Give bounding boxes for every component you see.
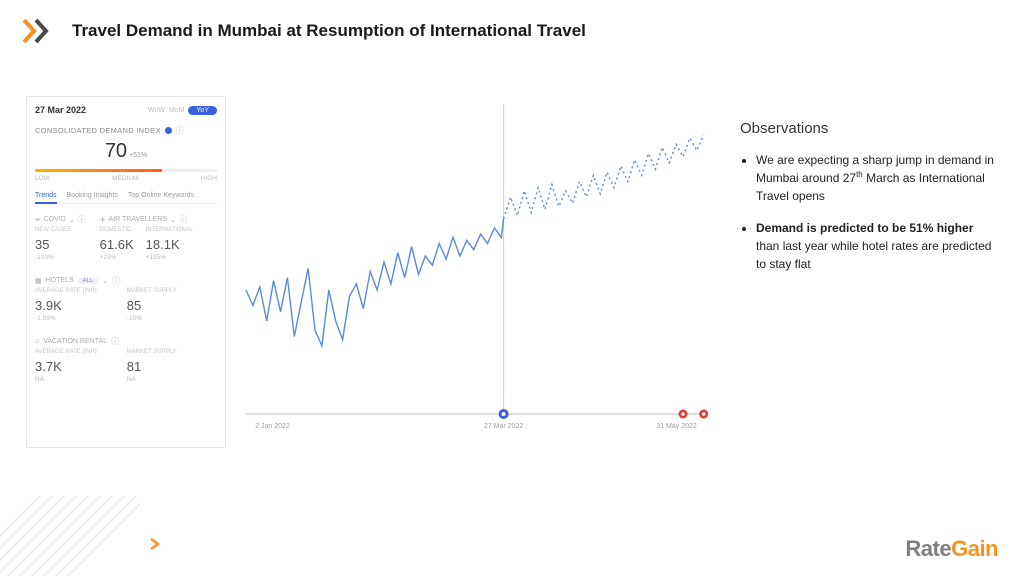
info-icon[interactable]: ⓘ xyxy=(112,275,120,286)
observation-item: Demand is predicted to be 51% higher tha… xyxy=(756,219,1000,273)
tab-keywords[interactable]: Top Online Keywords xyxy=(128,192,194,199)
chevrons-icon xyxy=(22,18,56,44)
plane-icon: ✈ xyxy=(100,216,106,224)
info-icon[interactable]: ⓘ xyxy=(78,214,86,225)
slide-title: Travel Demand in Mumbai at Resumption of… xyxy=(72,21,586,41)
selected-date: 27 Mar 2022 xyxy=(35,105,86,115)
dot-icon xyxy=(165,127,172,134)
chevron-down-icon[interactable]: ⌄ xyxy=(170,216,176,224)
logo-part1: Rate xyxy=(905,536,951,561)
demand-line-chart: 2 Jan 2022 27 Mar 2022 31 May 2022 xyxy=(240,96,712,448)
timeframe-selected[interactable]: YoY xyxy=(188,106,217,115)
observations-list: We are expecting a sharp jump in demand … xyxy=(740,151,1000,273)
virus-icon: ⌯ xyxy=(35,216,41,224)
svg-text:31 May 2022: 31 May 2022 xyxy=(656,423,697,430)
timeframe-toggle[interactable]: WoW MoM YoY xyxy=(148,106,217,115)
tab-trends[interactable]: Trends xyxy=(35,192,57,204)
observations-heading: Observations xyxy=(740,120,1000,137)
svg-text:27 Mar 2022: 27 Mar 2022 xyxy=(484,423,523,430)
timeframe-option[interactable]: WoW xyxy=(148,107,165,114)
observation-item: We are expecting a sharp jump in demand … xyxy=(756,151,1000,205)
tab-booking[interactable]: Booking Insights xyxy=(67,192,118,199)
metric-covid: ⌯COVID ⌄ ⓘ NEW CASES 35 -100% xyxy=(35,214,86,261)
hotel-icon: ▦ xyxy=(35,277,42,285)
logo-part2: Gain xyxy=(951,536,998,561)
rategain-logo: RateGain xyxy=(905,536,998,562)
slide-header: Travel Demand in Mumbai at Resumption of… xyxy=(22,18,1002,44)
cdi-score: 70+51% xyxy=(35,140,217,163)
info-icon[interactable]: ⓘ xyxy=(111,336,119,347)
home-icon: ⌂ xyxy=(35,338,39,345)
info-icon[interactable]: ⓘ xyxy=(179,214,187,225)
observations-block: Observations We are expecting a sharp ju… xyxy=(740,120,1000,287)
panel-tabs: Trends Booking Insights Top Online Keywo… xyxy=(35,192,217,204)
cdi-label: CONSOLIDATED DEMAND INDEX ⓘ xyxy=(35,125,217,136)
cdi-scale-labels: LOW MEDIUM HIGH xyxy=(35,175,217,182)
footer-chevron-icon xyxy=(148,537,162,556)
metric-vacation: ⌂VACATION RENTAL ⓘ AVERAGE RATE (INR) 3.… xyxy=(35,336,217,383)
metric-air: ✈AIR TRAVELLERS ⌄ ⓘ DOMESTIC 61.6K +29% … xyxy=(100,214,194,261)
info-icon[interactable]: ⓘ xyxy=(176,125,184,136)
metric-hotels: ▦HOTELS ALL ⌄ ⓘ AVERAGE RATE (INR) 3.9K … xyxy=(35,275,217,322)
chevron-down-icon[interactable]: ⌄ xyxy=(102,277,108,285)
svg-text:2 Jan 2022: 2 Jan 2022 xyxy=(255,423,290,430)
chevron-down-icon[interactable]: ⌄ xyxy=(69,216,75,224)
metrics-row-1: ⌯COVID ⌄ ⓘ NEW CASES 35 -100% ✈AIR TRAVE… xyxy=(35,214,217,261)
timeframe-option[interactable]: MoM xyxy=(169,107,185,114)
cdi-scale-bar xyxy=(35,169,217,172)
hatch-decoration xyxy=(0,496,140,576)
dashboard-panel: 27 Mar 2022 WoW MoM YoY CONSOLIDATED DEM… xyxy=(26,96,226,448)
